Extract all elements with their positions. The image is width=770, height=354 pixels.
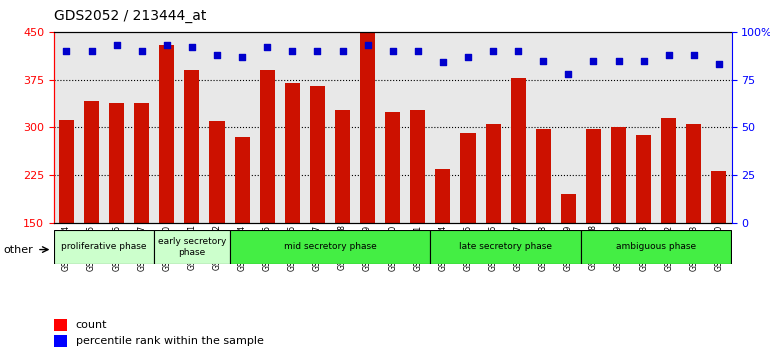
Point — [562, 71, 574, 77]
Point — [236, 54, 248, 59]
Bar — [154, 230, 229, 264]
Bar — [561, 194, 576, 223]
Point — [261, 44, 273, 50]
Bar — [581, 230, 732, 264]
Point — [588, 58, 600, 63]
Point — [387, 48, 399, 54]
Point — [612, 58, 624, 63]
Bar — [385, 112, 400, 223]
Bar — [285, 83, 300, 223]
Point — [688, 52, 700, 58]
Bar — [711, 171, 726, 223]
Point — [361, 42, 373, 48]
Point — [512, 48, 524, 54]
Bar — [259, 70, 275, 223]
Bar — [686, 124, 701, 223]
Point — [487, 48, 499, 54]
Point — [336, 48, 349, 54]
Text: early secretory
phase: early secretory phase — [158, 237, 226, 257]
Text: count: count — [75, 320, 107, 330]
Bar — [586, 129, 601, 223]
Bar — [235, 137, 249, 223]
Text: percentile rank within the sample: percentile rank within the sample — [75, 336, 263, 346]
Bar — [54, 335, 68, 347]
Bar — [184, 70, 199, 223]
Bar — [59, 120, 74, 223]
Point — [161, 42, 173, 48]
Bar — [335, 110, 350, 223]
Bar — [486, 124, 500, 223]
Point — [537, 58, 550, 63]
Bar — [661, 118, 676, 223]
Point — [85, 48, 98, 54]
Bar — [54, 319, 68, 331]
Bar — [536, 129, 551, 223]
Text: other: other — [4, 245, 34, 255]
Bar — [611, 127, 626, 223]
Bar — [109, 103, 124, 223]
Bar — [159, 45, 174, 223]
Point — [638, 58, 650, 63]
Point — [110, 42, 122, 48]
Bar — [84, 101, 99, 223]
Point — [286, 48, 299, 54]
Text: ambiguous phase: ambiguous phase — [616, 242, 696, 251]
Point — [713, 62, 725, 67]
Text: mid secretory phase: mid secretory phase — [283, 242, 377, 251]
Bar — [435, 169, 450, 223]
Point — [412, 48, 424, 54]
Bar — [54, 230, 154, 264]
Point — [186, 44, 198, 50]
Bar — [460, 132, 476, 223]
Text: GDS2052 / 213444_at: GDS2052 / 213444_at — [54, 9, 206, 23]
Point — [136, 48, 148, 54]
Bar — [229, 230, 430, 264]
Point — [462, 54, 474, 59]
Bar — [410, 110, 425, 223]
Point — [211, 52, 223, 58]
Bar — [360, 33, 375, 223]
Point — [60, 48, 72, 54]
Point — [311, 48, 323, 54]
Point — [663, 52, 675, 58]
Bar — [134, 103, 149, 223]
Bar — [310, 86, 325, 223]
Bar — [636, 135, 651, 223]
Text: late secretory phase: late secretory phase — [459, 242, 552, 251]
Bar — [511, 78, 526, 223]
Bar — [209, 121, 225, 223]
Text: proliferative phase: proliferative phase — [62, 242, 147, 251]
Bar — [430, 230, 581, 264]
Point — [437, 59, 449, 65]
